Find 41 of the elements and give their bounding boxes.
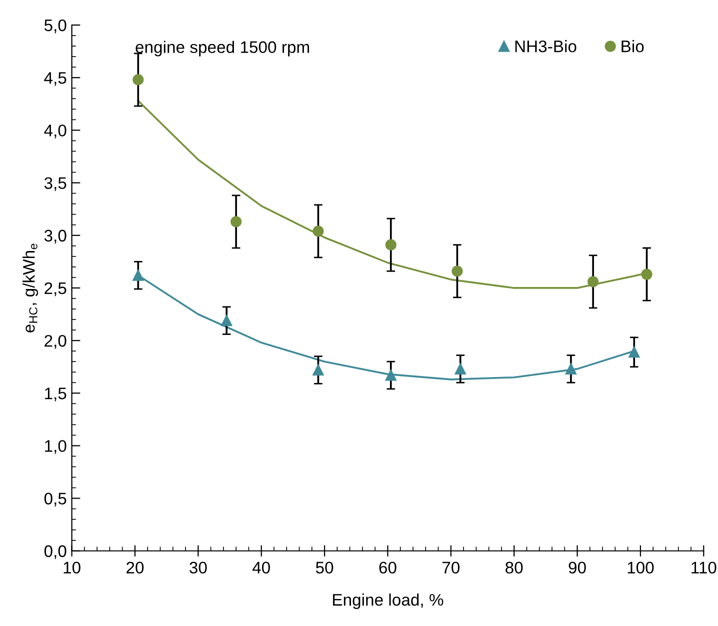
point bbox=[385, 370, 396, 381]
x-axis-title: Engine load, % bbox=[333, 594, 444, 610]
point bbox=[132, 270, 144, 281]
y-tick-label: 1,0 bbox=[45, 440, 66, 454]
point bbox=[385, 239, 396, 250]
legend-label: Bio bbox=[622, 40, 644, 52]
point bbox=[312, 364, 324, 376]
y-tick-label: 3,5 bbox=[44, 177, 66, 191]
point bbox=[454, 363, 466, 374]
point bbox=[221, 315, 232, 326]
annotation: engine speed 1500 rpm bbox=[136, 40, 310, 56]
x-tick-label: 80 bbox=[506, 562, 523, 574]
y-axis-title: e$_{HC}$, g/kWh$_{e}$ bbox=[22, 244, 38, 332]
y-tick-label: 2,5 bbox=[44, 282, 66, 296]
y-tick-label: 4,5 bbox=[44, 72, 66, 86]
x-tick-label: 100 bbox=[628, 562, 654, 574]
y-tick-label: 3,0 bbox=[44, 230, 66, 244]
y-tick-label: 0,5 bbox=[44, 492, 66, 506]
x-tick-label: 110 bbox=[692, 562, 716, 574]
x-tick-label: 60 bbox=[379, 562, 396, 574]
x-tick-label: 20 bbox=[126, 562, 144, 574]
point bbox=[132, 74, 144, 86]
point bbox=[588, 276, 599, 288]
y-tick-label: 1,5 bbox=[45, 388, 66, 402]
x-tick-label: 40 bbox=[252, 562, 270, 574]
point bbox=[230, 216, 242, 228]
point bbox=[641, 268, 652, 280]
x-tick-label: 50 bbox=[316, 562, 334, 574]
x-tick-label: 90 bbox=[568, 562, 586, 574]
x-tick-label: 30 bbox=[190, 562, 207, 574]
point bbox=[452, 266, 463, 277]
y-tick-label: 2,0 bbox=[44, 334, 66, 349]
y-tick-label: 5,0 bbox=[44, 19, 66, 34]
point bbox=[312, 226, 324, 237]
point bbox=[565, 363, 577, 374]
x-tick-label: 10 bbox=[64, 562, 80, 574]
y-tick-label: 4,0 bbox=[44, 124, 66, 138]
y-tick-label: 0,0 bbox=[44, 545, 66, 560]
point bbox=[628, 346, 640, 358]
legend-label: NH3-Bio bbox=[515, 40, 576, 52]
x-tick-label: 70 bbox=[442, 562, 460, 574]
